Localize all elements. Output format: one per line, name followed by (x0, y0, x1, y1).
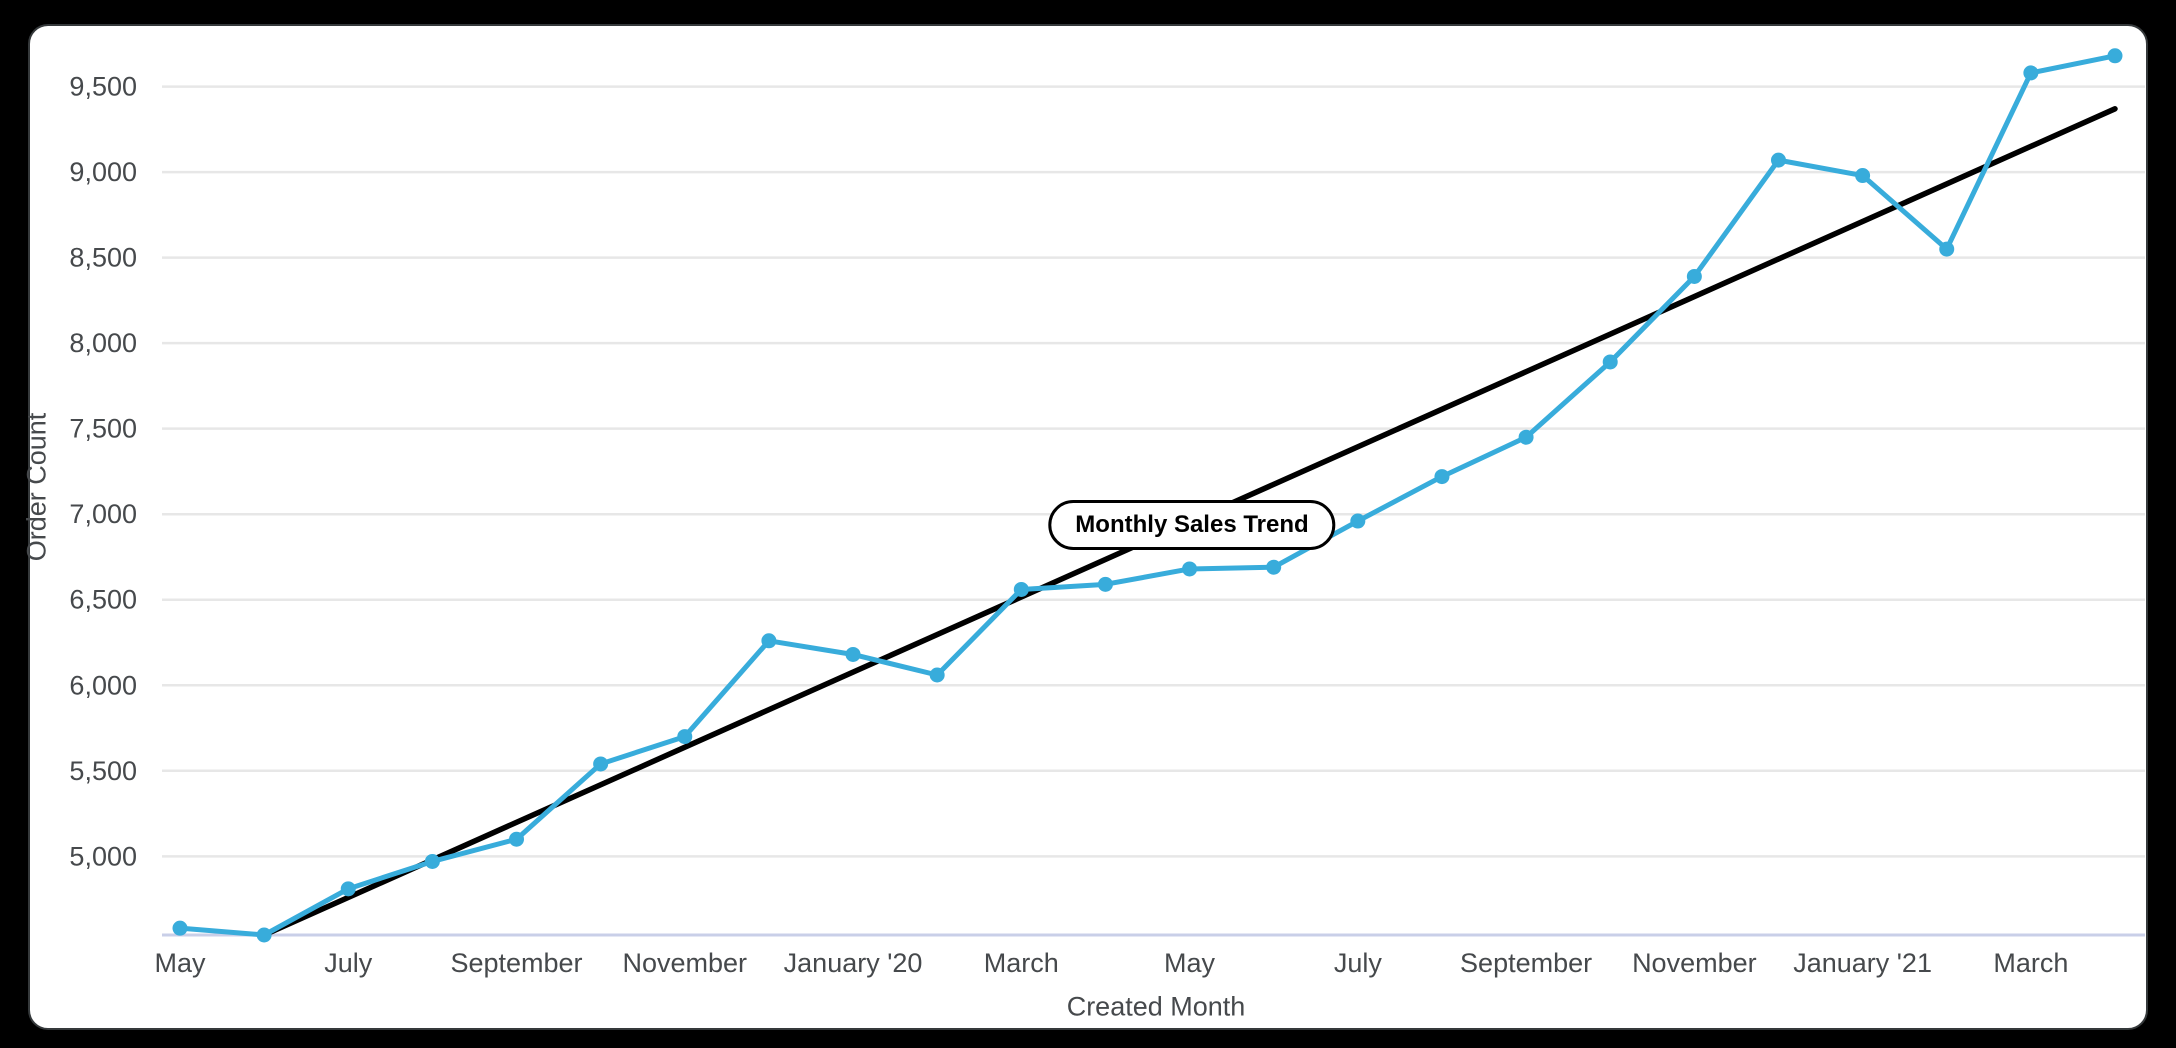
y-axis-title: Order Count (21, 412, 52, 562)
data-point[interactable] (340, 881, 356, 897)
data-point[interactable] (1182, 561, 1198, 577)
data-point[interactable] (1266, 559, 1282, 575)
data-point[interactable] (1770, 152, 1786, 168)
data-point[interactable] (256, 927, 272, 943)
y-tick-label: 5,000 (69, 841, 137, 871)
data-point[interactable] (1350, 513, 1366, 529)
data-point[interactable] (593, 756, 609, 772)
data-point[interactable] (677, 729, 693, 745)
data-point[interactable] (172, 920, 188, 936)
trend-annotation-label: Monthly Sales Trend (1048, 500, 1336, 550)
x-tick-label: September (450, 948, 582, 978)
x-tick-label: May (154, 948, 206, 978)
x-tick-label: March (1993, 948, 2068, 978)
y-tick-label: 9,500 (69, 72, 137, 102)
x-tick-label: July (1334, 948, 1383, 978)
y-tick-label: 7,000 (69, 499, 137, 529)
y-tick-label: 8,500 (69, 243, 137, 273)
x-tick-label: July (324, 948, 373, 978)
x-tick-label: March (984, 948, 1059, 978)
y-tick-label: 6,000 (69, 670, 137, 700)
y-tick-label: 7,500 (69, 414, 137, 444)
data-point[interactable] (1013, 581, 1029, 597)
series-line (177, 53, 2118, 938)
x-tick-label: November (1632, 948, 1757, 978)
data-point[interactable] (2107, 48, 2123, 64)
x-tick-label: May (1164, 948, 1216, 978)
x-tick-label: January '21 (1793, 948, 1932, 978)
x-tick-label: January '20 (784, 948, 923, 978)
data-point[interactable] (2023, 65, 2039, 81)
data-point[interactable] (845, 646, 861, 662)
y-tick-label: 8,000 (69, 328, 137, 358)
data-point[interactable] (1602, 354, 1618, 370)
data-point[interactable] (509, 831, 525, 847)
x-tick-label: November (623, 948, 748, 978)
data-point[interactable] (761, 633, 777, 649)
y-tick-label: 6,500 (69, 585, 137, 615)
data-point[interactable] (1855, 168, 1871, 184)
data-point[interactable] (1939, 241, 1955, 257)
data-point[interactable] (1686, 268, 1702, 284)
data-point[interactable] (1097, 576, 1113, 592)
x-axis-title: Created Month (1066, 991, 1246, 1022)
y-tick-label: 9,000 (69, 157, 137, 187)
data-point[interactable] (929, 667, 945, 683)
y-tick-label: 5,500 (69, 756, 137, 786)
data-point[interactable] (424, 853, 440, 869)
x-tick-label: September (1460, 948, 1592, 978)
data-point[interactable] (1518, 429, 1534, 445)
data-point[interactable] (1434, 469, 1450, 485)
